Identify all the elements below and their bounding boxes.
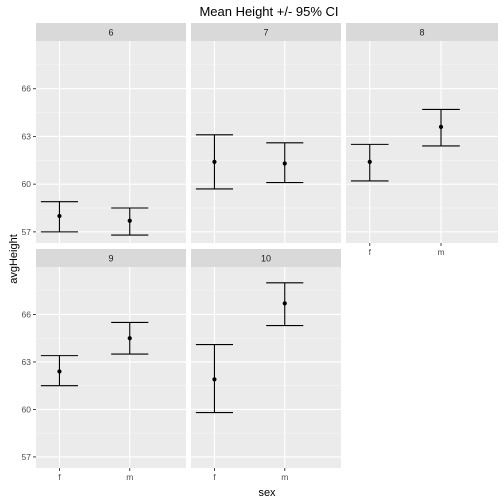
errorbar-7-m [266,142,304,184]
facet-strip-label: 7 [263,28,268,38]
facet-strip-label: 8 [419,28,424,38]
mean-point [282,161,287,166]
errorbar-6-m [111,207,149,236]
facet-panel-6: 6 57 60 63 66 [22,23,186,243]
mean-point [438,124,444,129]
y-tick-label: 60 [22,179,32,189]
errorbar-9-m [111,321,149,355]
mean-point [282,301,287,306]
facet-panel-background [36,41,186,243]
facet-strip-label: 6 [108,28,113,38]
x-tick-label: f [369,247,372,257]
facet-panel-background [191,267,341,468]
mean-point [367,159,372,164]
facet-strip [346,23,498,41]
x-tick-label: f [58,472,61,482]
chart-title: Mean Height +/- 95% CI [199,4,338,19]
facet-panel-background [346,41,498,243]
facet-strip [36,249,186,267]
errorbar-10-f [195,344,233,414]
mean-point [212,377,217,382]
errorbar-8-f [350,143,389,182]
mean-point [127,218,132,223]
y-tick-label: 66 [22,84,32,94]
facet-panel-9: 9 57 60 63 66 f m [22,249,186,482]
mean-point [127,336,132,341]
facet-strip-label: 9 [108,254,113,264]
facet-panel-7: 7 [191,23,341,243]
y-tick-label: 66 [22,309,32,319]
facet-strip [191,23,341,41]
y-tick-label: 60 [22,404,32,414]
facet-strip-label: 10 [261,254,271,264]
errorbar-7-f [195,134,233,190]
x-tick-label: m [126,472,133,482]
x-axis-title: sex [258,487,276,499]
facet-strip [36,23,186,41]
facet-panels: 6 57 60 63 66 7 8 f m 9 57 60 63 66 f m 10 f m [22,23,498,482]
y-tick-label: 63 [22,131,32,141]
y-tick-label: 57 [22,227,32,237]
errorbar-10-m [266,282,304,327]
y-tick-label: 63 [22,357,32,367]
errorbar-6-f [40,201,78,233]
mean-point [57,213,62,219]
x-tick-label: m [281,472,288,482]
facet-panel-background [36,267,186,468]
x-tick-label: m [437,247,444,257]
y-axis-title: avgHeight [8,234,20,284]
facet-panel-8: 8 f m [346,23,498,257]
mean-point [57,369,62,374]
facet-panel-background [191,41,341,243]
errorbar-9-f [40,355,78,387]
y-tick-label: 57 [22,452,32,462]
errorbar-8-m [422,108,460,147]
mean-point [212,159,217,164]
facet-strip [191,249,341,267]
x-tick-label: f [213,472,216,482]
facet-panel-10: 10 f m [191,249,341,482]
